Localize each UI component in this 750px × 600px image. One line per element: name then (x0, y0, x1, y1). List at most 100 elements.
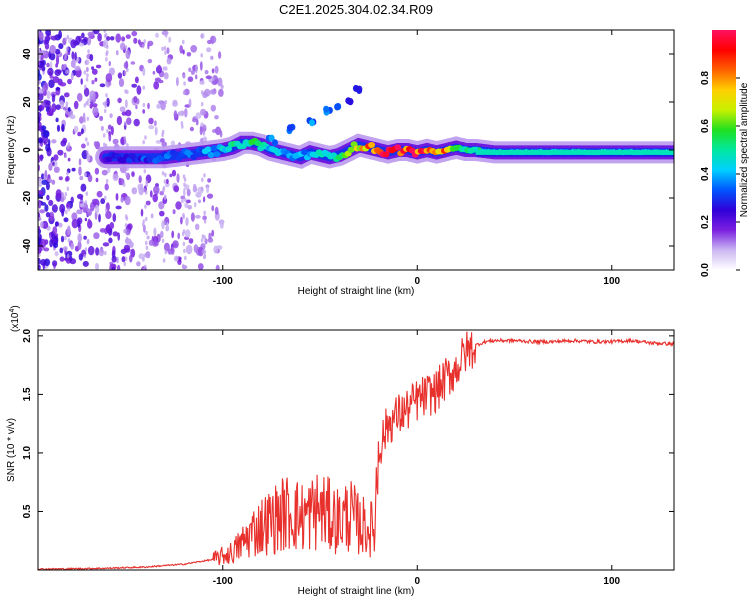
spectrogram-noise-speck (164, 66, 168, 71)
spectrogram-noise-speck (47, 67, 54, 76)
spectrogram-noise-speck (107, 81, 112, 86)
spectrogram-noise-speck (123, 261, 127, 267)
spectrogram-noise-speck (145, 245, 149, 251)
spectrogram-noise-speck (137, 183, 143, 191)
spectrogram-noise-speck (105, 52, 108, 57)
spectrogram-noise-speck (86, 116, 90, 122)
spectrogram-noise-speck (121, 36, 126, 42)
spectrogram-noise-speck (112, 138, 119, 145)
spectrogram-noise-speck (110, 126, 114, 136)
spectrogram-noise-speck (161, 171, 165, 176)
spectrogram-noise-speck (84, 200, 88, 205)
snr-ticks: -100 0 100 0.5 1.0 1.5 2.0 (22, 328, 674, 587)
spectrogram-noise-speck (117, 72, 123, 79)
spectrogram-noise-speck (99, 115, 104, 121)
colorbar-tick-label: 0.0 (700, 263, 711, 277)
spectrogram-noise-speck (207, 237, 214, 243)
spectrogram-noise-speck (144, 135, 147, 140)
ridge-mark (149, 153, 157, 159)
spectrogram-noise-speck (86, 66, 89, 73)
spectrogram-noise-speck (102, 133, 106, 138)
spectrogram-noise-speck (51, 103, 57, 113)
spectrogram-y-tick-label: 20 (22, 96, 33, 108)
spectrogram-noise-speck (40, 154, 43, 162)
spectrogram-noise-speck (115, 205, 122, 210)
ridge-mark (210, 145, 218, 152)
spectrogram-noise-speck (176, 173, 180, 183)
spectrogram-noise-speck (187, 76, 194, 82)
spectrogram-noise-speck (211, 205, 215, 212)
spectrogram-noise-speck (193, 244, 199, 253)
spectrogram-noise-speck (152, 70, 156, 75)
spectrogram-noise-speck (160, 230, 164, 238)
spectrogram-noise-speck (52, 260, 58, 267)
spectrogram-noise-speck (136, 85, 142, 95)
spectrogram-noise-speck (38, 264, 41, 270)
spectrogram-noise-speck (199, 61, 203, 71)
spectrogram-noise-speck (192, 118, 197, 123)
spectrogram-noise-speck (103, 30, 107, 33)
spectrogram-noise-speck (38, 91, 44, 101)
spectrogram-noise-speck (182, 74, 186, 79)
spectrogram-noise-speck (211, 80, 218, 86)
snr-series-line (38, 331, 674, 570)
snr-y-tick-label: 0.5 (22, 504, 33, 518)
spectrogram-noise-speck (162, 258, 166, 263)
spectrogram-noise-speck (207, 39, 212, 45)
spectrogram-noise-speck (86, 150, 89, 155)
spectrogram-noise-speck (182, 241, 186, 247)
spectrogram-noise-speck (67, 107, 71, 112)
spectrogram-noise-speck (85, 137, 88, 142)
spectrogram-noise-speck (138, 175, 142, 184)
spectrogram-y-tick-label: 0 (22, 147, 33, 153)
spectrogram-noise-speck (79, 175, 84, 181)
spectrogram-noise-speck (104, 103, 107, 109)
snr-plot-area (38, 330, 674, 570)
spectrogram-noise-speck (111, 255, 117, 263)
spectrogram-noise-speck (99, 228, 106, 233)
spectrogram-noise-speck (200, 122, 204, 127)
spectrogram-noise-speck (164, 99, 168, 105)
colorbar: 0.0 0.2 0.4 0.6 0.8 Normalized spectral ampl… (700, 30, 750, 277)
spectrogram-noise-speck (74, 65, 81, 71)
spectrogram-noise-speck (48, 199, 54, 206)
spectrogram-noise-speck (70, 39, 77, 49)
spectrogram-noise-speck (144, 216, 148, 222)
ridge-mark (225, 146, 233, 152)
spectrogram-noise-speck (182, 49, 185, 55)
ridge-mark (204, 146, 212, 153)
spectrogram-noise-speck (51, 204, 58, 213)
spectrogram-noise-speck (195, 118, 199, 126)
spectrogram-noise-speck (185, 217, 189, 226)
spectrogram-noise-speck (59, 256, 65, 262)
spectrogram-noise-speck (69, 114, 76, 120)
spectrogram-noise-speck (91, 103, 98, 108)
spectrogram-noise-speck (148, 117, 154, 125)
spectrogram-noise-speck (60, 140, 67, 147)
spectrogram-noise-speck (80, 78, 83, 85)
spectrogram-noise-speck (91, 198, 99, 203)
snr-y-tick-label: 1.5 (22, 387, 33, 401)
spectrogram-noise-speck (66, 69, 70, 74)
spectrogram-noise-speck (183, 90, 186, 96)
spectrogram-noise-speck (199, 80, 205, 85)
spectrogram-noise-speck (135, 104, 138, 110)
spectrogram-noise-speck (51, 179, 56, 185)
spectrogram-noise-speck (86, 73, 89, 78)
spectrogram-noise-speck (197, 246, 204, 257)
spectrogram-noise-speck (86, 238, 90, 244)
spectrogram-noise-speck (166, 178, 169, 185)
ridge-mark (254, 140, 262, 147)
spectrogram-noise-speck (66, 253, 70, 259)
spectrogram-noise-speck (143, 39, 146, 44)
spectrogram-noise-speck (182, 174, 186, 179)
spectrogram-noise-speck (124, 140, 127, 145)
spectrogram-noise-speck (158, 79, 164, 84)
spectrogram-noise-speck (140, 208, 144, 217)
spectrogram-noise-speck (45, 35, 51, 42)
spectrogram-noise-speck (145, 251, 151, 259)
spectrogram-noise-speck (154, 120, 157, 127)
spectrogram-noise-speck (182, 263, 185, 269)
spectrogram-noise-speck (201, 234, 205, 239)
colorbar-tick-label: 0.4 (700, 167, 711, 181)
